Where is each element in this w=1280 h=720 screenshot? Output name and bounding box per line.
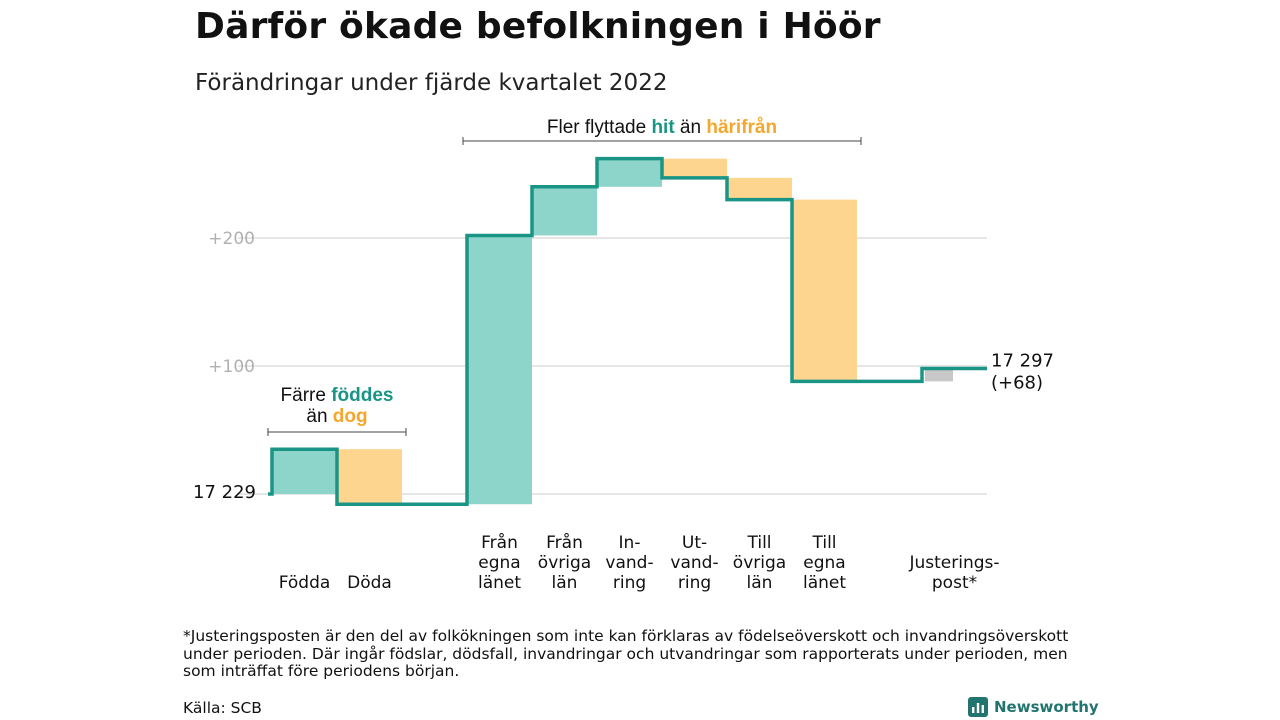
footnote: *Justeringsposten är den del av folkökni… [183,627,1069,680]
bar [925,368,953,382]
category-label: ring [613,573,646,593]
annotation-segment: härifrån [706,117,777,138]
y-tick-label: +100 [208,357,255,377]
category-label: länet [478,573,521,593]
category-label: Till [746,533,771,553]
category-label: Justerings- [908,553,999,573]
annotation-segment: Färre [281,385,332,406]
bar [597,158,662,187]
annotation-segment: Fler flyttade [547,117,652,138]
category-label: post* [932,573,977,593]
annotation-text: Färre föddes [281,385,394,406]
category-label: övriga [538,553,591,573]
annotation-text: Fler flyttade hit än härifrån [547,117,777,138]
end-value-label: (+68) [991,373,1043,394]
category-label: egna [478,553,520,573]
bar [662,158,727,178]
annotation-text: än dog [306,406,367,427]
category-label: Födda [279,573,331,593]
brand-logo: Newsworthy [968,697,1099,717]
category-label: Från [546,532,583,553]
category-label: vand- [670,553,718,573]
category-label: In- [619,533,641,553]
bar [727,177,792,200]
annotation-segment: föddes [331,385,393,406]
newsworthy-logo-icon [968,697,988,717]
source-label: Källa: SCB [183,699,262,717]
chart-title: Därför ökade befolkningen i Höör [195,6,881,47]
category-label: ring [678,573,711,593]
bar [467,235,532,505]
category-label: länet [803,573,846,593]
end-value-label: 17 297 [991,351,1054,372]
category-label: Döda [347,573,392,593]
brand-name: Newsworthy [994,698,1099,716]
category-label: län [747,573,773,593]
category-label: egna [803,553,845,573]
annotation-segment: dog [333,406,368,427]
bar [337,449,402,505]
category-label: övriga [733,553,786,573]
annotation-segment: hit [651,117,675,138]
bar [272,449,337,494]
category-label: Till [811,533,836,553]
cumulative-line [268,156,987,506]
category-label: vand- [605,553,653,573]
annotation-segment: än [675,117,707,138]
chart-subtitle: Förändringar under fjärde kvartalet 2022 [195,70,668,96]
category-label: län [552,573,578,593]
category-label: Ut- [682,533,707,553]
bar [792,199,857,382]
annotation-segment: än [306,406,332,427]
bar [532,186,597,236]
start-value-label: 17 229 [193,482,256,503]
y-tick-label: +200 [208,229,255,249]
category-label: Från [481,532,518,553]
